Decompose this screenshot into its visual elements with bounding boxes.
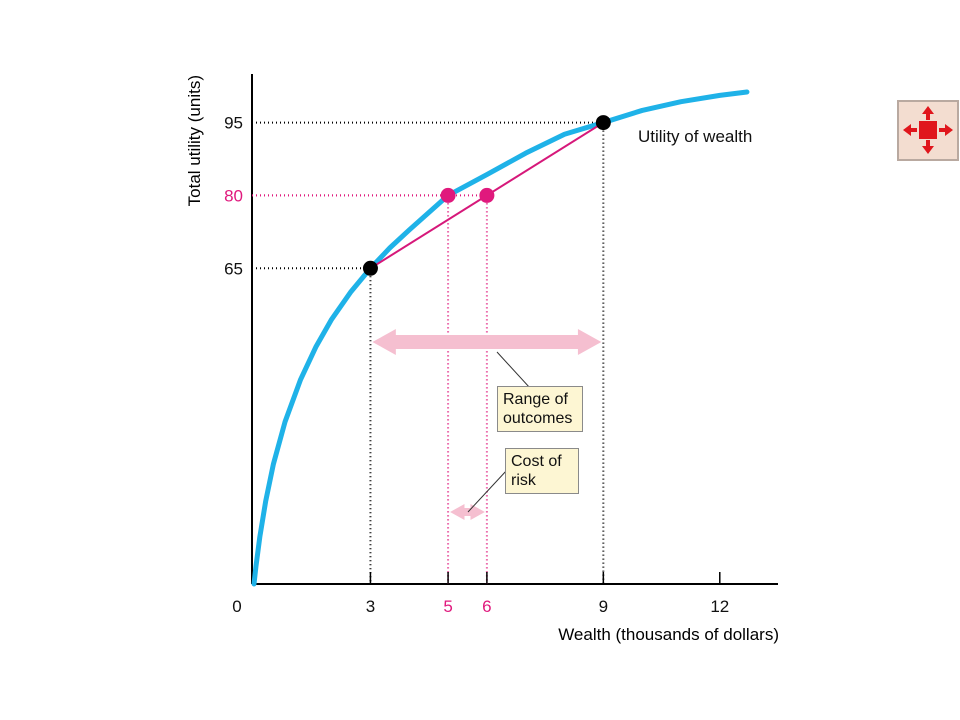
point	[440, 187, 456, 203]
x-axis-title: Wealth (thousands of dollars)	[558, 625, 779, 644]
point	[595, 115, 611, 131]
corner-icon[interactable]	[897, 100, 959, 161]
point	[362, 260, 378, 276]
y-axis-title: Total utility (units)	[185, 75, 204, 206]
icon-arrows[interactable]	[903, 106, 953, 154]
annotation: Cost of risk	[505, 448, 579, 494]
x-tick-label: 3	[366, 597, 375, 616]
range-arrow	[450, 504, 485, 520]
x-tick-label: 9	[599, 597, 608, 616]
x-tick-label: 0	[232, 597, 241, 616]
point	[479, 187, 495, 203]
annotation: Range of outcomes	[497, 386, 583, 432]
pointer	[467, 469, 508, 513]
x-tick-label: 6	[482, 597, 491, 616]
series-label: Utility of wealth	[638, 127, 752, 146]
x-tick-label: 5	[443, 597, 452, 616]
y-tick-label: 95	[224, 114, 243, 133]
range-arrow	[372, 329, 602, 355]
icon-center[interactable]	[919, 121, 937, 139]
utility-curve	[251, 89, 750, 587]
pointer	[496, 351, 531, 389]
y-tick-label: 65	[224, 259, 243, 278]
y-tick-label: 80	[224, 186, 243, 205]
x-tick-label: 12	[710, 597, 729, 616]
